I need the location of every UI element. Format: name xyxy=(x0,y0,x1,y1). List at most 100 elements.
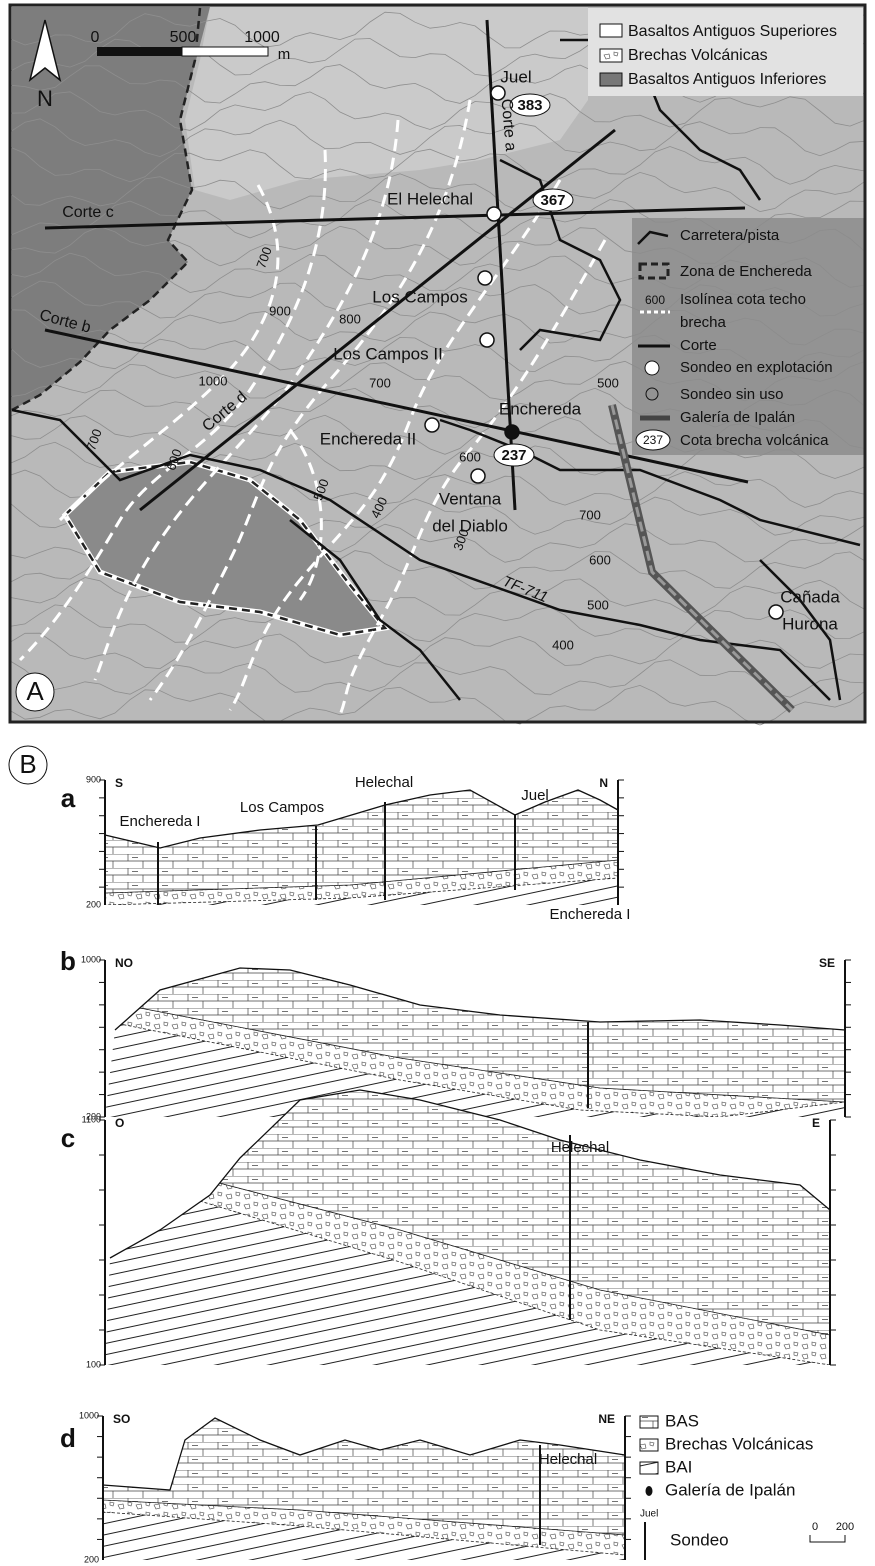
scale-unit: m xyxy=(278,46,291,63)
isoline-label: 600 xyxy=(589,552,611,567)
well-label: Enchereda I xyxy=(550,906,631,923)
isoline-label: 400 xyxy=(552,637,574,652)
legend-swatch xyxy=(600,24,622,37)
direction-label: NE xyxy=(598,1412,615,1426)
well-label: Helechal xyxy=(539,1451,597,1468)
scale-label: 500 xyxy=(170,29,197,46)
isoline-label: 500 xyxy=(587,597,609,612)
well xyxy=(505,425,519,439)
legend-label: Sondeo sin uso xyxy=(680,386,783,403)
direction-label: SO xyxy=(113,1412,130,1426)
legend-symbol xyxy=(645,361,659,375)
scale-bar xyxy=(182,47,268,56)
place-label: Los Campos II xyxy=(333,344,443,363)
elevation-axis-label: 1000 xyxy=(81,954,101,964)
elevation-axis-label: 100 xyxy=(86,1359,101,1369)
north-label: N xyxy=(37,86,53,111)
well-label: Enchereda I xyxy=(120,813,201,830)
elevation-axis-label: 1000 xyxy=(79,1410,99,1420)
place-label: Ventana xyxy=(439,489,502,508)
scale-label: 0 xyxy=(812,1521,818,1533)
section-letter: a xyxy=(61,783,76,813)
scale-label: 0 xyxy=(91,29,100,46)
legend-label: Basaltos Antiguos Inferiores xyxy=(628,71,826,88)
well xyxy=(425,418,439,432)
direction-label: E xyxy=(812,1116,820,1130)
section-letter: b xyxy=(60,946,76,976)
direction-label: NO xyxy=(115,956,133,970)
place-label: Los Campos xyxy=(372,287,467,306)
isoline-label: 700 xyxy=(579,507,601,522)
cross-sections: Ba S N 900 200 Enchereda I Los Campos Helechal J… xyxy=(9,730,854,1564)
place-label: Cañada xyxy=(780,587,840,606)
section-label: Corte c xyxy=(62,204,114,221)
isoline-label: 800 xyxy=(339,311,361,326)
direction-label: N xyxy=(599,776,608,790)
legend-label: Cota brecha volcánica xyxy=(680,432,829,449)
place-label: El Helechal xyxy=(387,189,473,208)
well xyxy=(769,605,783,619)
legend-label: BAI xyxy=(665,1457,692,1476)
isoline-label: 600 xyxy=(459,449,481,464)
isoline-label: 1000 xyxy=(199,373,228,388)
map-panel: A05001000mNBasaltos Antiguos SuperioresB… xyxy=(10,5,865,725)
direction-label: O xyxy=(115,1116,124,1130)
elevation-axis-label: 200 xyxy=(84,1554,99,1564)
well-label: Helechal xyxy=(551,1139,609,1156)
panel-label: B xyxy=(19,749,36,779)
legend-label: Galería de Ipalán xyxy=(665,1480,795,1499)
legend-label: brecha xyxy=(680,314,727,331)
legend-label: Sondeo en explotación xyxy=(680,359,833,376)
legend-label: Zona de Enchereda xyxy=(680,263,812,280)
isoline-label: 700 xyxy=(369,375,391,390)
legend-label: Carretera/pista xyxy=(680,227,780,244)
scale-bar xyxy=(97,47,182,56)
scale-label: 200 xyxy=(836,1521,854,1533)
legend-label: Juel xyxy=(640,1509,658,1520)
elevation-label: 237 xyxy=(501,447,526,464)
elevation-axis-label: 200 xyxy=(86,899,101,909)
legend-symbol xyxy=(646,1486,653,1496)
elevation-label: 367 xyxy=(540,192,565,209)
section-letter: d xyxy=(60,1423,76,1453)
section-body xyxy=(105,910,845,1117)
place-label: Enchereda II xyxy=(320,429,416,448)
well-label: Juel xyxy=(521,787,549,804)
place-label: Hurona xyxy=(782,614,838,633)
legend-label: Corte xyxy=(680,337,717,354)
well-label: Los Campos xyxy=(240,799,324,816)
well xyxy=(491,86,505,100)
legend-label: 600 xyxy=(645,293,665,307)
legend-swatch xyxy=(640,1462,658,1474)
section-letter: c xyxy=(61,1123,75,1153)
elevation-label: 383 xyxy=(517,97,542,114)
legend-label: 237 xyxy=(643,433,663,447)
scale-label: 1000 xyxy=(244,29,280,46)
well xyxy=(487,207,501,221)
legend-label: Basaltos Antiguos Superiores xyxy=(628,23,837,40)
legend-label: Brechas Volcánicas xyxy=(628,47,768,64)
legend-label: Sondeo xyxy=(670,1530,729,1549)
place-label: Enchereda xyxy=(499,399,582,418)
scale-bar xyxy=(810,1535,845,1542)
panel-label: A xyxy=(26,676,44,706)
isoline-label: 500 xyxy=(597,375,619,390)
place-label: Juel xyxy=(500,67,531,86)
legend-label: Galería de Ipalán xyxy=(680,409,795,426)
direction-label: SE xyxy=(819,956,835,970)
isoline-label: 900 xyxy=(269,303,291,318)
well xyxy=(471,469,485,483)
direction-label: S xyxy=(115,776,123,790)
elevation-axis-label: 1100 xyxy=(82,1114,101,1124)
legend-swatch xyxy=(640,1416,658,1428)
legend-swatch xyxy=(600,73,622,86)
elevation-axis-label: 900 xyxy=(86,774,101,784)
well xyxy=(478,271,492,285)
well-label: Helechal xyxy=(355,774,413,791)
legend-label: Brechas Volcánicas xyxy=(665,1434,813,1453)
legend-label: BAS xyxy=(665,1411,699,1430)
legend-label: Isolínea cota techo xyxy=(680,291,806,308)
legend-swatch xyxy=(640,1439,658,1451)
well xyxy=(480,333,494,347)
legend-swatch xyxy=(600,49,622,62)
